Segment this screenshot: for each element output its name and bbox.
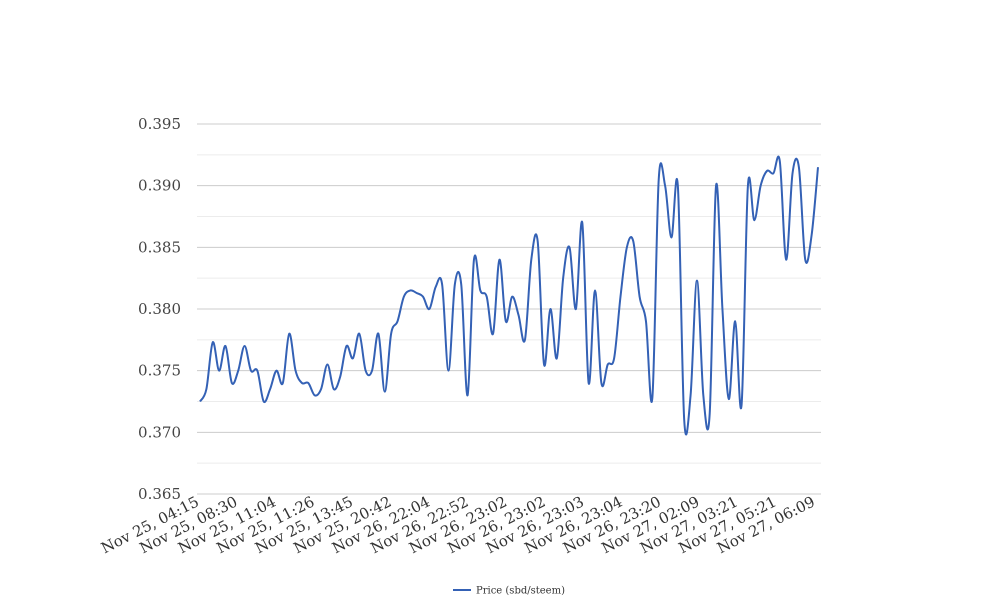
y-tick-label: 0.380 [138,300,181,318]
y-tick-label: 0.370 [138,423,181,441]
y-tick-label: 0.365 [138,485,181,503]
legend-label: Price (sbd/steem) [476,586,565,597]
y-tick-label: 0.375 [138,362,181,380]
series-line-0 [199,155,819,436]
y-tick-label: 0.395 [138,115,181,133]
y-tick-label: 0.385 [138,238,181,256]
y-tick-label: 0.390 [138,177,181,195]
